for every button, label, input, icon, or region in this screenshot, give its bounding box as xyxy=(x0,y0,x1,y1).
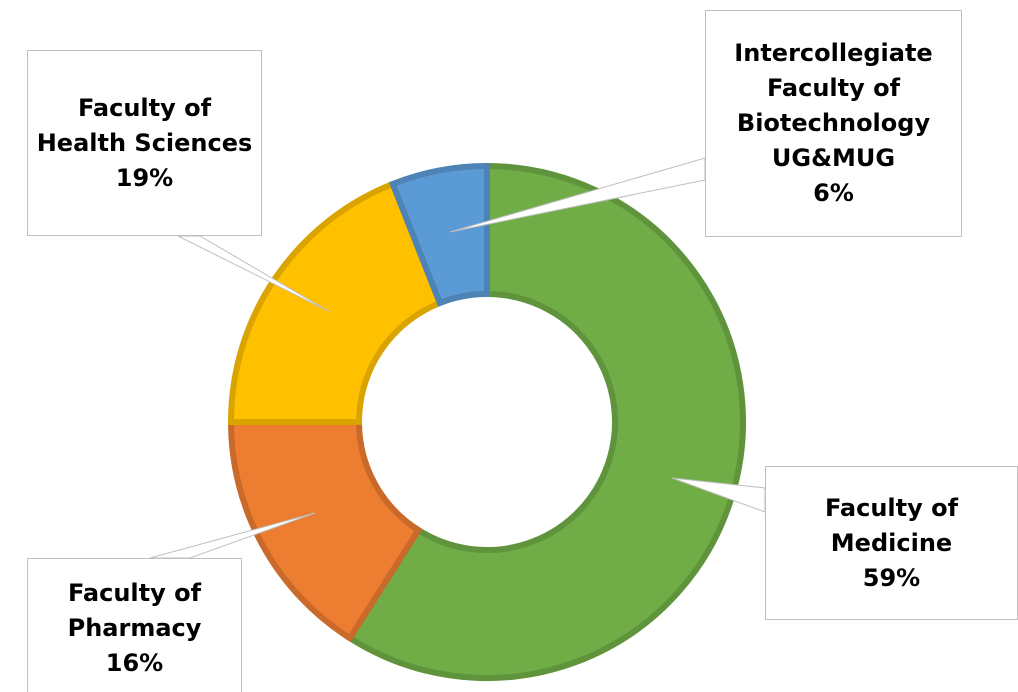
label-value: 6% xyxy=(813,179,854,207)
label-category: Intercollegiate Faculty of Biotechnology… xyxy=(734,39,933,172)
label-value: 59% xyxy=(862,563,921,592)
donut-segment xyxy=(388,162,490,307)
donut-segment xyxy=(227,180,444,425)
donut-segment xyxy=(227,419,423,643)
data-label: Faculty of Medicine 59% xyxy=(765,466,1018,620)
data-label: Faculty of Health Sciences 19% xyxy=(27,50,262,236)
data-label: Intercollegiate Faculty of Biotechnology… xyxy=(705,10,962,237)
label-category: Faculty of Pharmacy xyxy=(67,578,202,642)
label-value: 19% xyxy=(115,163,174,192)
data-label: Faculty of Pharmacy 16% xyxy=(27,558,242,692)
leader-line xyxy=(177,235,331,313)
label-value: 16% xyxy=(105,648,164,677)
label-category: Faculty of Medicine xyxy=(824,493,959,557)
donut-segment xyxy=(345,162,746,681)
label-category: Faculty of Health Sciences xyxy=(36,93,253,157)
